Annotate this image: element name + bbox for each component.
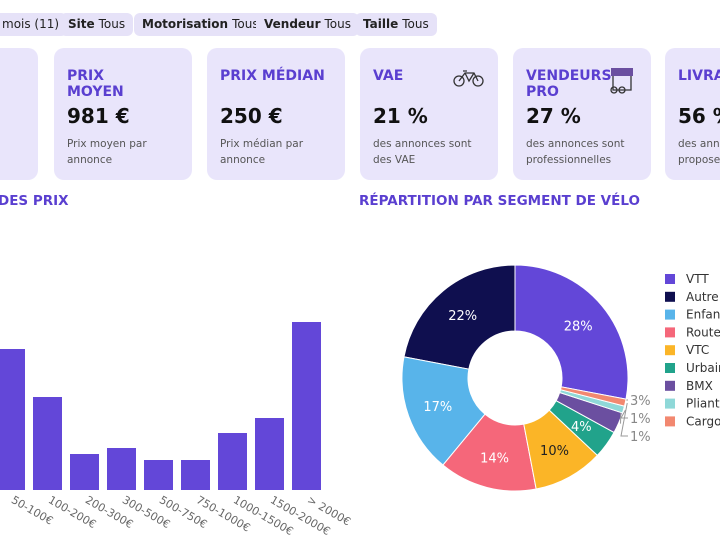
bar [70, 454, 99, 490]
leader-line [620, 409, 628, 419]
kpi-card: VENDEURS PRO 27 % des annonces sont profes… [513, 48, 651, 180]
legend-label: VTC [686, 343, 709, 357]
pie-slice [514, 264, 629, 400]
filter-chip[interactable]: Vendeur Tous [256, 13, 360, 36]
filter-chip[interactable]: mois (11) [0, 13, 68, 36]
legend-swatch [665, 327, 675, 338]
filter-chip[interactable]: Taille Tous [355, 13, 437, 36]
filter-label: mois (11) [2, 17, 60, 31]
legend-label: Enfant [686, 308, 720, 322]
card-title: PRIX MÉDIAN [220, 68, 325, 84]
legend-swatch [665, 309, 675, 320]
card-title: LIVRA [678, 68, 720, 84]
legend-swatch [665, 345, 675, 356]
filter-value: Tous [232, 17, 259, 31]
legend-label: BMX [686, 379, 713, 393]
card-desc: des annonces sont professionnelles [526, 138, 625, 166]
kpi-card: PRIX MÉDIAN 250 € Prix médian par annonce [207, 48, 345, 180]
legend-label: VTT [686, 272, 709, 286]
filter-label: Site [68, 17, 95, 31]
bar [144, 460, 173, 490]
card-desc: des annonces sont proposer [678, 138, 720, 166]
filter-chip[interactable]: Motorisation Tous [134, 13, 267, 36]
bar [181, 460, 210, 490]
legend-swatch [665, 416, 675, 427]
slice-label: 14% [480, 451, 509, 466]
slice-label: 4% [571, 420, 592, 435]
bike-icon [453, 70, 484, 87]
filter-value: Tous [98, 17, 126, 31]
card-title: VAE [373, 68, 404, 84]
chart-title: DES PRIX [0, 193, 69, 209]
card-value: 56 % [678, 104, 720, 128]
filter-chip[interactable]: Site Tous [60, 13, 134, 36]
legend-label: Autre [686, 290, 719, 304]
slice-label: 10% [540, 444, 569, 459]
filter-value: Tous [324, 17, 352, 31]
bar [107, 448, 136, 490]
card-desc: des annonces sont des VAE [373, 138, 472, 166]
slice-label: 3% [630, 394, 651, 409]
card-title: PRIX MOYEN [67, 68, 124, 100]
card-title: VENDEURS PRO [526, 68, 612, 100]
card-value: 27 % [526, 104, 581, 128]
legend-swatch [665, 380, 675, 391]
card-desc: Prix moyen par annonce [67, 138, 147, 166]
kpi-card [0, 48, 38, 180]
pie-slice [403, 264, 516, 370]
card-value: 21 % [373, 104, 428, 128]
bar [0, 349, 25, 490]
legend-swatch [665, 363, 675, 373]
slice-label: 1% [630, 412, 651, 427]
slice-label: 28% [564, 320, 593, 335]
filter-label: Taille [363, 17, 399, 31]
bar [33, 397, 62, 490]
pie-slice [559, 386, 627, 407]
shop-icon [610, 68, 633, 94]
filter-label: Vendeur [264, 17, 321, 31]
slice-label: 1% [630, 430, 651, 445]
bar [292, 322, 321, 490]
pie-slice [401, 356, 486, 466]
card-value: 250 € [220, 104, 283, 128]
card-value: 981 € [67, 104, 130, 128]
kpi-card: PRIX MOYEN 981 € Prix moyen par annonce [54, 48, 192, 180]
legend-swatch [665, 398, 675, 409]
x-tick-label: 50-100€ [9, 493, 55, 527]
legend-swatch [665, 291, 675, 302]
kpi-card: VAE 21 % des annonces sont des VAE [360, 48, 498, 180]
leader-line [620, 402, 628, 437]
legend-label: Cargo [686, 414, 720, 428]
card-desc: Prix médian par annonce [220, 138, 304, 166]
slice-label: 22% [448, 309, 477, 324]
filter-label: Motorisation [142, 17, 229, 31]
bar [218, 433, 247, 490]
bar [255, 418, 284, 490]
kpi-card: LIVRA 56 % des annonces sont proposer [665, 48, 720, 180]
legend-label: Pliant [686, 397, 720, 411]
chart-title: RÉPARTITION PAR SEGMENT DE VÉLO [359, 193, 640, 209]
legend-swatch [665, 274, 675, 284]
legend-label: Urbain [686, 361, 720, 375]
legend-label: Route [686, 325, 720, 339]
filter-value: Tous [402, 17, 429, 31]
slice-label: 17% [423, 400, 452, 415]
